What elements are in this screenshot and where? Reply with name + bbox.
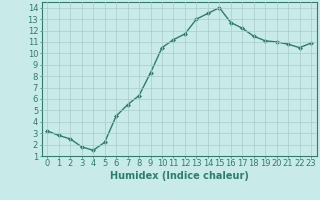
X-axis label: Humidex (Indice chaleur): Humidex (Indice chaleur) [110, 171, 249, 181]
